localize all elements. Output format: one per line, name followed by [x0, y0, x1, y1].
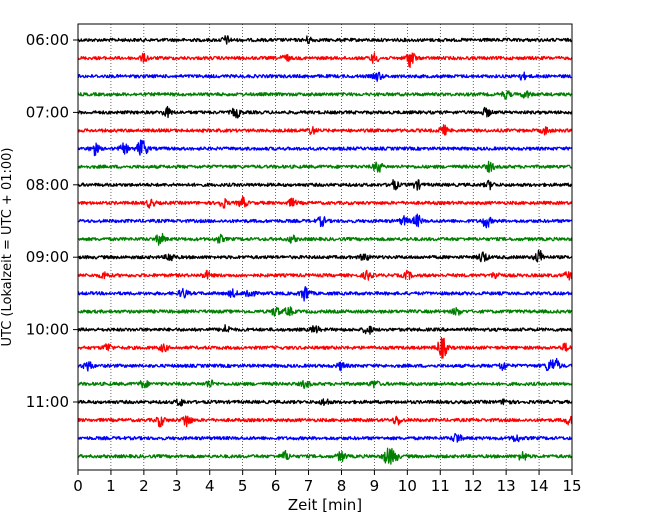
- trace-1015: [77, 337, 573, 359]
- x-tick-label-13: 13: [497, 477, 516, 495]
- x-tick-label-11: 11: [431, 477, 450, 495]
- trace-0615: [77, 52, 573, 68]
- trace-0815: [77, 196, 573, 209]
- trace-0600: [77, 35, 573, 45]
- x-tick-label-6: 6: [271, 477, 281, 495]
- x-axis-label: Zeit [min]: [288, 496, 362, 514]
- trace-0845: [77, 232, 573, 246]
- trace-0630: [77, 71, 573, 82]
- trace-1045: [77, 379, 573, 390]
- y-tick-label-0900: 09:00: [26, 248, 69, 266]
- trace-0930: [77, 286, 573, 302]
- trace-0945: [77, 306, 573, 317]
- trace-0730: [77, 139, 573, 157]
- x-tick-label-2: 2: [139, 477, 149, 495]
- trace-0700: [77, 105, 573, 119]
- x-axis-ticks: 0 1 2 3 4 5 6 7 8 9 10 11 12 13 14 15: [73, 470, 582, 495]
- y-tick-label-0600: 06:00: [26, 31, 69, 49]
- trace-0745: [77, 160, 573, 173]
- seismogram-traces: [77, 35, 573, 465]
- x-tick-label-7: 7: [304, 477, 314, 495]
- x-tick-label-0: 0: [73, 477, 83, 495]
- y-tick-label-1000: 10:00: [26, 321, 69, 339]
- trace-1145: [77, 447, 573, 465]
- trace-0900: [77, 249, 573, 263]
- trace-1115: [77, 415, 573, 428]
- trace-1030: [77, 357, 573, 372]
- y-axis-label: UTC (Lokalzeit = UTC + 01:00): [0, 148, 15, 347]
- trace-0715: [77, 124, 573, 136]
- trace-0915: [77, 269, 573, 281]
- x-tick-label-15: 15: [562, 477, 581, 495]
- trace-0800: [77, 179, 573, 191]
- y-tick-label-0700: 07:00: [26, 103, 69, 121]
- y-tick-label-1100: 11:00: [26, 393, 69, 411]
- trace-1100: [77, 398, 573, 407]
- y-tick-label-0800: 08:00: [26, 176, 69, 194]
- x-tick-label-10: 10: [398, 477, 417, 495]
- x-tick-label-14: 14: [530, 477, 549, 495]
- trace-1130: [77, 432, 573, 443]
- x-tick-label-8: 8: [337, 477, 347, 495]
- x-tick-label-12: 12: [464, 477, 483, 495]
- trace-1000: [77, 324, 573, 335]
- plot-frame: [77, 23, 573, 471]
- y-axis-ticks: 06:00 07:00 08:00 09:00 10:00 11:00: [26, 31, 78, 411]
- x-tick-label-5: 5: [238, 477, 248, 495]
- x-tick-label-1: 1: [106, 477, 116, 495]
- x-tick-label-9: 9: [370, 477, 380, 495]
- x-tick-label-4: 4: [205, 477, 215, 495]
- trace-0645: [77, 90, 573, 100]
- grid-lines: [110, 24, 540, 470]
- trace-0830: [77, 213, 573, 229]
- x-tick-label-3: 3: [172, 477, 182, 495]
